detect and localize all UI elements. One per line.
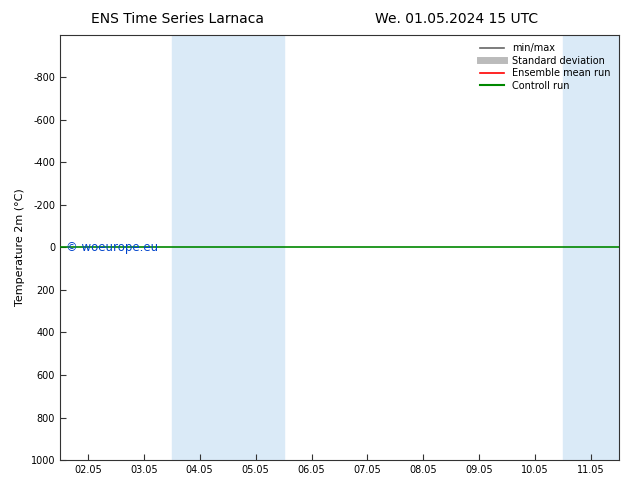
Text: ENS Time Series Larnaca: ENS Time Series Larnaca xyxy=(91,12,264,26)
Legend: min/max, Standard deviation, Ensemble mean run, Controll run: min/max, Standard deviation, Ensemble me… xyxy=(476,40,614,95)
Text: © woeurope.eu: © woeurope.eu xyxy=(65,241,158,254)
Bar xyxy=(563,35,634,460)
Y-axis label: Temperature 2m (°C): Temperature 2m (°C) xyxy=(15,189,25,306)
Bar xyxy=(172,35,283,460)
Text: We. 01.05.2024 15 UTC: We. 01.05.2024 15 UTC xyxy=(375,12,538,26)
